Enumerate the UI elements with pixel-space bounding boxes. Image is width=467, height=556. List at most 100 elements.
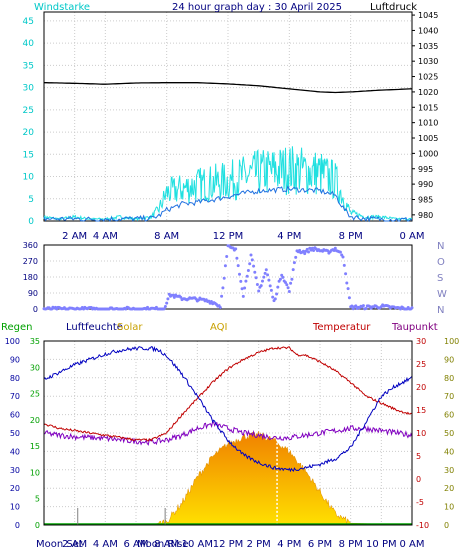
dir-tick-label: 360 xyxy=(23,241,38,250)
legend-regen: Regen xyxy=(1,322,33,333)
rain-tick-label: 15 xyxy=(30,442,40,451)
weather-x-tick-label: 4 PM xyxy=(277,539,301,550)
x-tick-label: 12 PM xyxy=(213,231,244,242)
weather-panel-frame xyxy=(43,340,413,526)
direction-point xyxy=(268,284,272,288)
wind-tick-label: 20 xyxy=(23,128,35,138)
wind-tick-label: 10 xyxy=(23,173,35,183)
x-tick-label: 8 AM xyxy=(154,231,179,242)
pressure-tick-label: 1005 xyxy=(418,134,438,143)
direction-point xyxy=(298,248,302,252)
pressure-series xyxy=(44,82,413,94)
direction-point xyxy=(332,249,336,252)
direction-point xyxy=(361,304,365,308)
direction-point xyxy=(254,276,258,280)
direction-point xyxy=(261,279,264,283)
direction-point xyxy=(244,279,248,283)
wind-tick-label: 0 xyxy=(28,217,34,227)
direction-point xyxy=(243,286,247,290)
direction-point xyxy=(275,292,279,296)
x-tick-label: 4 PM xyxy=(277,231,301,242)
direction-point xyxy=(307,250,310,254)
direction-point xyxy=(284,281,287,284)
direction-point xyxy=(292,261,296,265)
wind-axis-title: Windstarke xyxy=(34,2,90,13)
wind-tick-label: 30 xyxy=(23,84,35,94)
weather-x-tick-label: 8 PM xyxy=(339,539,363,550)
direction-point xyxy=(310,246,314,250)
direction-point xyxy=(236,264,240,268)
weather-x-tick-label: 2 PM xyxy=(247,539,271,550)
rain-tick-label: 35 xyxy=(30,337,40,346)
rain-tick-label: 10 xyxy=(30,468,40,477)
x-tick-label: 2 AM xyxy=(62,231,87,242)
direction-point xyxy=(364,307,368,310)
direction-point xyxy=(338,250,342,254)
dir-tick-label: 270 xyxy=(23,257,38,266)
direction-point xyxy=(246,269,250,272)
temperature-tick-label: 0 xyxy=(416,475,421,484)
humidity-tick-label: 30 xyxy=(10,466,20,475)
x-tick-label: 4 AM xyxy=(93,231,118,242)
dir-compass-label: O xyxy=(437,257,445,268)
direction-point xyxy=(257,289,261,293)
wind-tick-label: 35 xyxy=(23,61,34,71)
direction-point xyxy=(245,274,249,278)
direction-point xyxy=(166,297,170,301)
direction-point xyxy=(333,246,337,250)
pressure-tick-label: 1020 xyxy=(418,88,438,97)
temperature-tick-label: 20 xyxy=(416,383,426,392)
dir-compass-label: N xyxy=(437,241,444,252)
chart-title: 24 hour graph day : 30 April 2025 xyxy=(172,2,342,13)
direction-point xyxy=(281,275,285,279)
weather-x-tick-label: 12 PM xyxy=(213,539,244,550)
pressure-tick-label: 1000 xyxy=(418,149,438,158)
direction-point xyxy=(250,258,254,262)
aqi-tick-label: 30 xyxy=(444,466,454,475)
humidity-tick-label: 20 xyxy=(10,484,20,493)
direction-point xyxy=(263,271,267,275)
weather-x-tick-label: 10 PM xyxy=(366,539,397,550)
dir-compass-label: W xyxy=(437,289,447,300)
pressure-tick-label: 1025 xyxy=(418,73,438,82)
weather-x-tick-label: 2 AM xyxy=(62,539,87,550)
direction-point xyxy=(289,281,293,285)
rain-tick-label: 25 xyxy=(30,390,40,399)
direction-point xyxy=(290,277,294,281)
legend-temperatur: Temperatur xyxy=(312,322,371,333)
weather-x-tick-label: 8 AM xyxy=(154,539,179,550)
pressure-tick-label: 980 xyxy=(418,211,433,220)
rain-tick-label: 20 xyxy=(30,416,40,425)
temperature-series xyxy=(43,346,413,442)
dewpoint-series xyxy=(43,420,413,446)
wind-panel-frame xyxy=(43,11,413,222)
dir-tick-label: 0 xyxy=(33,305,38,314)
x-tick-label: 0 AM xyxy=(399,231,424,242)
legend-aqi: AQI xyxy=(210,322,228,333)
direction-point xyxy=(287,290,291,293)
direction-point xyxy=(271,295,275,299)
direction-point xyxy=(276,285,280,289)
aqi-tick-label: 0 xyxy=(444,521,449,530)
direction-point xyxy=(238,272,241,276)
direction-point xyxy=(341,255,345,259)
direction-point xyxy=(345,281,349,285)
direction-point xyxy=(220,294,224,298)
wind-tick-label: 45 xyxy=(23,17,34,27)
aqi-tick-label: 50 xyxy=(444,429,454,438)
direction-point xyxy=(172,295,176,299)
dir-tick-label: 180 xyxy=(23,273,38,282)
direction-point xyxy=(222,276,226,280)
temperature-tick-label: 5 xyxy=(416,452,421,461)
humidity-tick-label: 70 xyxy=(10,392,20,401)
direction-point xyxy=(291,268,295,272)
legend-solar: Solar xyxy=(117,322,143,333)
aqi-tick-label: 10 xyxy=(444,503,454,512)
humidity-tick-label: 80 xyxy=(10,374,20,383)
temperature-tick-label: 10 xyxy=(416,429,426,438)
direction-point xyxy=(346,287,350,291)
solar-area xyxy=(44,431,412,526)
weather-x-tick-label: 0 AM xyxy=(399,539,424,550)
pressure-tick-label: 1010 xyxy=(418,119,438,128)
temperature-tick-label: 25 xyxy=(416,360,426,369)
